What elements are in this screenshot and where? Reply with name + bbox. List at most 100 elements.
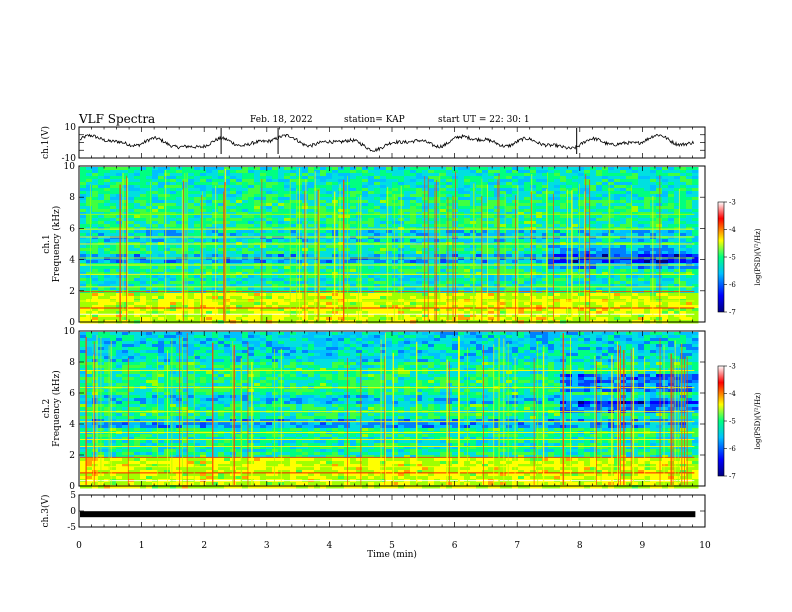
- spectrogram-cell: [278, 278, 285, 282]
- spectrogram-cell: [248, 203, 255, 207]
- spectrogram-cell: [242, 170, 249, 174]
- spectrogram-cell: [290, 170, 297, 174]
- spectrogram-cell: [638, 179, 645, 183]
- spectrogram-cell: [524, 287, 531, 291]
- spectrogram-cell: [578, 260, 585, 264]
- spectrogram-cell: [542, 191, 549, 195]
- spectrogram-cell: [320, 266, 327, 270]
- spectrogram-cell: [266, 272, 273, 276]
- spectrogram-cell: [92, 188, 99, 192]
- spectrogram-cell: [350, 284, 357, 288]
- spectrogram-cell: [578, 269, 585, 273]
- spectrogram-cell: [530, 167, 537, 171]
- spectrogram-cell: [122, 248, 129, 252]
- spectrogram-cell: [362, 311, 369, 315]
- spectrogram-cell: [404, 245, 411, 249]
- spectrogram-cell: [428, 182, 435, 186]
- spectrogram-cell: [524, 293, 531, 297]
- spectrogram-cell: [632, 185, 639, 189]
- spectrogram-cell: [386, 317, 393, 321]
- spectrogram-cell: [224, 272, 231, 276]
- spectrogram-cell: [356, 236, 363, 240]
- spectrogram-cell: [368, 176, 375, 180]
- spectrogram-cell: [272, 239, 279, 243]
- spectrogram-cell: [362, 236, 369, 240]
- spectrogram-cell: [632, 251, 639, 255]
- spectrogram-cell: [134, 197, 141, 201]
- spectrogram-cell: [620, 317, 627, 321]
- spectrogram-cell: [590, 197, 597, 201]
- spectrogram-cell: [572, 233, 579, 237]
- spectrogram-cell: [536, 230, 543, 234]
- spectrogram-cell: [320, 233, 327, 237]
- spectrogram-cell: [98, 167, 105, 171]
- spectrogram-cell: [434, 272, 441, 276]
- spectrogram-cell: [98, 215, 105, 219]
- spectrogram-cell: [86, 311, 93, 315]
- spectrogram-cell: [104, 173, 111, 177]
- spectrogram-cell: [314, 317, 321, 321]
- spectrogram-cell: [464, 305, 471, 309]
- spectrogram-cell: [458, 236, 465, 240]
- spectrogram-cell: [620, 251, 627, 255]
- spectrogram-cell: [620, 308, 627, 312]
- spectrogram-cell: [218, 317, 225, 321]
- spectrogram-cell: [272, 188, 279, 192]
- spectrogram-cell: [236, 284, 243, 288]
- spectrogram-cell: [260, 296, 267, 300]
- spectrogram-cell: [608, 203, 615, 207]
- spectrogram-cell: [116, 215, 123, 219]
- spectrogram-cell: [284, 194, 291, 198]
- spectrogram-cell: [620, 239, 627, 243]
- spectrogram-cell: [542, 203, 549, 207]
- spectrogram-cell: [176, 257, 183, 261]
- spectrogram-cell: [368, 272, 375, 276]
- spectrogram-cell: [266, 179, 273, 183]
- spectrogram-cell: [248, 308, 255, 312]
- spectrogram-cell: [476, 305, 483, 309]
- spectrogram-cell: [548, 305, 555, 309]
- spectrogram-cell: [494, 170, 501, 174]
- spectrogram-cell: [488, 275, 495, 279]
- spectrogram-cell: [248, 284, 255, 288]
- spectrogram-cell: [446, 233, 453, 237]
- spectrogram-cell: [248, 200, 255, 204]
- spectrogram-cell: [218, 188, 225, 192]
- spectrogram-cell: [128, 215, 135, 219]
- spectrogram-cell: [494, 278, 501, 282]
- spectrogram-cell: [590, 176, 597, 180]
- spectrogram-cell: [578, 218, 585, 222]
- spectrogram-cell: [218, 221, 225, 225]
- spectrogram-cell: [122, 293, 129, 297]
- spectrogram-cell: [380, 188, 387, 192]
- spectrogram-cell: [362, 233, 369, 237]
- spectrogram-cell: [638, 257, 645, 261]
- spectrogram-cell: [548, 197, 555, 201]
- spectrogram-cell: [482, 278, 489, 282]
- spectrogram-cell: [128, 170, 135, 174]
- spectrogram-cell: [374, 197, 381, 201]
- spectrogram-cell: [440, 188, 447, 192]
- spectrogram-cell: [170, 176, 177, 180]
- spectrogram-cell: [362, 254, 369, 258]
- spectrogram-cell: [638, 194, 645, 198]
- spectrogram-cell: [494, 272, 501, 276]
- spectrogram-cell: [212, 209, 219, 213]
- spectrogram-cell: [320, 185, 327, 189]
- spectrogram-cell: [554, 239, 561, 243]
- spectrogram-cell: [602, 185, 609, 189]
- spectrogram-cell: [356, 191, 363, 195]
- spectrogram-cell: [590, 167, 597, 171]
- spectrogram-cell: [290, 314, 297, 318]
- spectrogram-cell: [584, 275, 591, 279]
- spectrogram-cell: [440, 239, 447, 243]
- spectrogram-cell: [566, 212, 573, 216]
- spectrogram-cell: [446, 248, 453, 252]
- spectrogram-cell: [284, 203, 291, 207]
- spectrogram-cell: [416, 245, 423, 249]
- spectrogram-cell: [266, 260, 273, 264]
- spectrogram-cell: [524, 179, 531, 183]
- spectrogram-cell: [356, 212, 363, 216]
- spectrogram-cell: [152, 239, 159, 243]
- spectrogram-cell: [536, 170, 543, 174]
